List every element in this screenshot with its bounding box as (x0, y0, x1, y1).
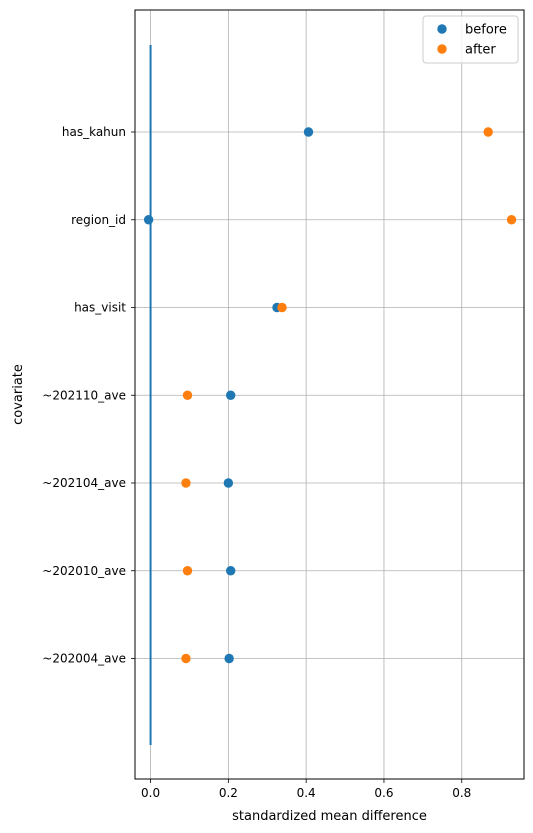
y-tick-label: ~202110_ave (42, 388, 126, 402)
y-tick-label: has_kahun (62, 125, 126, 139)
legend-label-before: before (465, 23, 507, 38)
point-after (277, 302, 287, 313)
point-after (181, 653, 191, 664)
plot-area (135, 10, 524, 779)
point-before (225, 390, 236, 400)
y-tick-label: ~202004_ave (42, 652, 126, 666)
x-tick-label: 0.2 (219, 786, 238, 800)
point-after (182, 390, 193, 400)
point-before (303, 127, 314, 137)
x-tick-label: 0.8 (452, 786, 471, 800)
point-after (182, 566, 193, 576)
plot-frame (134, 9, 525, 780)
point-after (506, 215, 517, 225)
legend-box (422, 15, 519, 64)
y-axis-label: covariate (11, 364, 26, 425)
y-tick-label: region_id (71, 213, 126, 227)
x-tick-label: 0.4 (297, 786, 316, 800)
x-tick-label: 0.0 (141, 786, 160, 800)
y-tick-label: has_visit (74, 301, 126, 315)
legend-marker-before (437, 24, 447, 34)
point-before (223, 478, 234, 488)
data-points (143, 127, 517, 664)
legend-label-after: after (465, 43, 496, 58)
point-before (224, 653, 234, 664)
y-tick-label: ~202010_ave (42, 564, 126, 578)
x-axis-ticks: 0.0 0.2 0.4 0.6 0.8 (141, 779, 471, 800)
x-tick-label: 0.6 (374, 786, 393, 800)
y-axis-ticks: has_kahun region_id has_visit ~202110_ave ~2… (42, 125, 135, 666)
point-after (483, 127, 493, 137)
y-tick-label: ~202104_ave (42, 476, 126, 490)
legend-marker-after (437, 44, 447, 54)
point-after (181, 478, 191, 488)
x-axis-label: standardized mean difference (232, 809, 427, 824)
legend: before after (422, 15, 519, 64)
point-before (143, 215, 154, 225)
point-before (225, 566, 236, 576)
